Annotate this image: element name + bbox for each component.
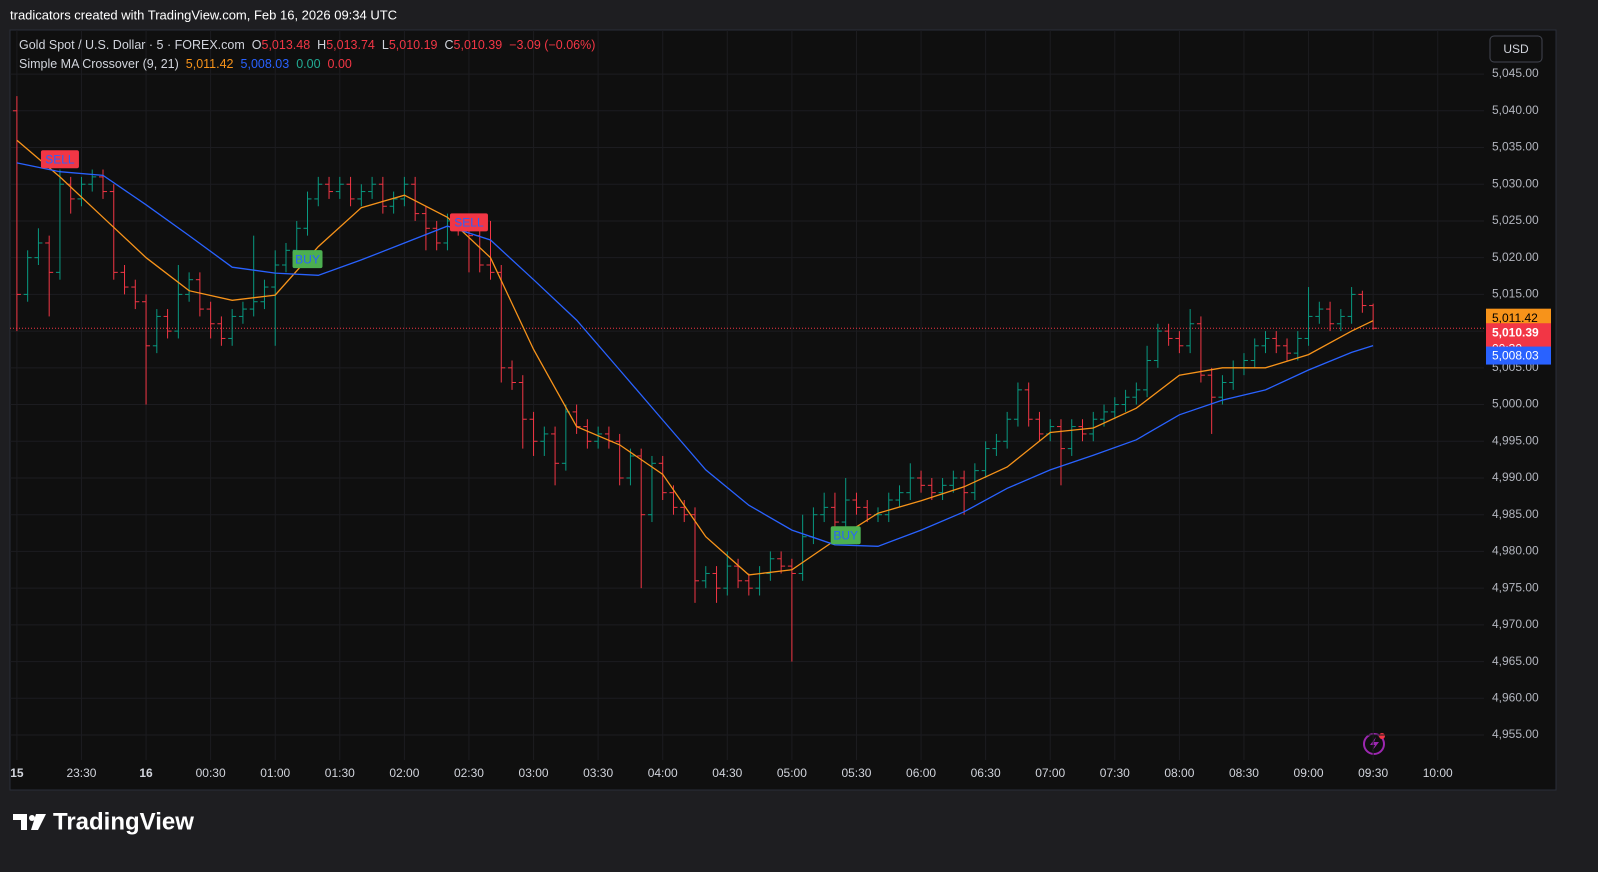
signal-marker	[449, 213, 488, 232]
x-tick-label: 15	[10, 766, 24, 780]
alert-icon[interactable]	[1363, 733, 1385, 755]
x-tick-label: 08:30	[1229, 766, 1259, 780]
y-tick-label: 4,995.00	[1492, 433, 1539, 447]
y-tick-label: 5,045.00	[1492, 66, 1539, 80]
legend-item: O	[252, 38, 262, 52]
x-tick-label: 02:00	[389, 766, 419, 780]
legend-item: Gold Spot / U.S. Dollar · 5 · FOREX.com	[19, 38, 245, 52]
x-tick-label: 07:00	[1035, 766, 1065, 780]
x-tick-label: 23:30	[66, 766, 96, 780]
x-tick-label: 07:30	[1100, 766, 1130, 780]
ohlc-series	[12, 96, 1378, 662]
signal-marker	[830, 526, 861, 545]
legend-item: 5,010.19	[389, 38, 438, 52]
signal-marker	[292, 250, 323, 269]
legend-item: L	[382, 38, 389, 52]
logo-text[interactable]: TradingView	[53, 808, 194, 835]
logo-mark[interactable]	[13, 814, 27, 830]
legend-row: Gold Spot / U.S. Dollar · 5 · FOREX.com O…	[19, 38, 595, 52]
x-tick-label: 04:00	[648, 766, 678, 780]
y-tick-label: 4,980.00	[1492, 544, 1539, 558]
legend-item: 5,013.74	[326, 38, 375, 52]
x-tick-label: 09:30	[1358, 766, 1388, 780]
legend-item: C	[445, 38, 454, 52]
signal-label: BUY	[833, 528, 858, 542]
price-tag	[1486, 308, 1551, 327]
y-tick-label: 4,985.00	[1492, 507, 1539, 521]
y-tick-label: 5,020.00	[1492, 250, 1539, 264]
signal-label: SELL	[454, 216, 484, 230]
x-tick-label: 00:30	[196, 766, 226, 780]
x-tick-label: 03:00	[519, 766, 549, 780]
x-tick-label: 16	[139, 766, 153, 780]
currency-button[interactable]	[1489, 35, 1543, 63]
x-tick-label: 10:00	[1423, 766, 1453, 780]
alert-bolt[interactable]	[1370, 737, 1379, 751]
legend: Gold Spot / U.S. Dollar · 5 · FOREX.com O…	[19, 38, 595, 71]
header-text: tradicators created with TradingView.com…	[10, 7, 397, 22]
y-tick-label: 4,975.00	[1492, 580, 1539, 594]
x-tick-label: 08:00	[1164, 766, 1194, 780]
x-tick-label: 03:30	[583, 766, 613, 780]
logo-slash[interactable]	[31, 814, 46, 830]
x-tick-label: 05:30	[841, 766, 871, 780]
x-tick-label: 01:30	[325, 766, 355, 780]
legend-item: 0.00	[328, 57, 352, 71]
legend-item: H	[317, 38, 326, 52]
ma-line	[16, 162, 1374, 547]
y-tick-label: 5,015.00	[1492, 287, 1539, 301]
legend-item: 5,013.48	[262, 38, 311, 52]
x-tick-label: 01:00	[260, 766, 290, 780]
price-tag-label: 5,010.39	[1492, 325, 1539, 339]
y-tick-label: 4,965.00	[1492, 654, 1539, 668]
y-tick-label: 4,955.00	[1492, 727, 1539, 741]
y-tick-label: 4,970.00	[1492, 617, 1539, 631]
x-tick-label: 04:30	[712, 766, 742, 780]
x-tick-label: 02:30	[454, 766, 484, 780]
y-tick-label: 5,030.00	[1492, 176, 1539, 190]
signal-label: BUY	[295, 252, 320, 266]
legend-item: 5,011.42	[186, 57, 234, 71]
y-tick-label: 5,000.00	[1492, 397, 1539, 411]
y-tick-label: 4,960.00	[1492, 690, 1539, 704]
price-tag	[1486, 346, 1551, 365]
price-tag-label: 5,011.42	[1492, 311, 1538, 325]
signal-label: SELL	[45, 152, 75, 166]
y-tick-label: 5,025.00	[1492, 213, 1539, 227]
legend-item: 0.00	[296, 57, 320, 71]
legend-item: 5,008.03	[241, 57, 290, 71]
legend-row: Simple MA Crossover (9, 21) 5,011.42 5,008…	[19, 57, 352, 71]
y-tick-label: 4,990.00	[1492, 470, 1539, 484]
logo[interactable]: TradingView	[13, 808, 194, 835]
signal-marker	[40, 150, 79, 169]
currency-label[interactable]: USD	[1503, 42, 1529, 56]
legend-item: Simple MA Crossover (9, 21)	[19, 57, 179, 71]
chart-area	[9, 29, 1557, 791]
y-tick-label: 5,035.00	[1492, 140, 1539, 154]
x-tick-label: 05:00	[777, 766, 807, 780]
logo-dot[interactable]	[29, 815, 35, 821]
legend-item: 5,010.39	[454, 38, 503, 52]
legend-item: −3.09 (−0.06%)	[509, 38, 595, 52]
x-tick-label: 06:30	[971, 766, 1001, 780]
alert-dot[interactable]	[1379, 733, 1385, 739]
alert-ring[interactable]	[1363, 733, 1385, 755]
price-tag-label: 5,008.03	[1492, 349, 1539, 363]
ma-line	[16, 139, 1374, 576]
y-tick-label: 5,040.00	[1492, 103, 1539, 117]
x-tick-label: 09:00	[1294, 766, 1324, 780]
x-tick-label: 06:00	[906, 766, 936, 780]
